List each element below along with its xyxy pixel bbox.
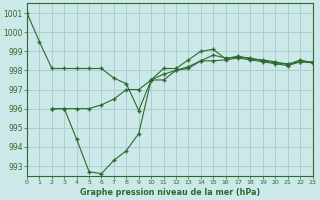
- X-axis label: Graphe pression niveau de la mer (hPa): Graphe pression niveau de la mer (hPa): [80, 188, 260, 197]
